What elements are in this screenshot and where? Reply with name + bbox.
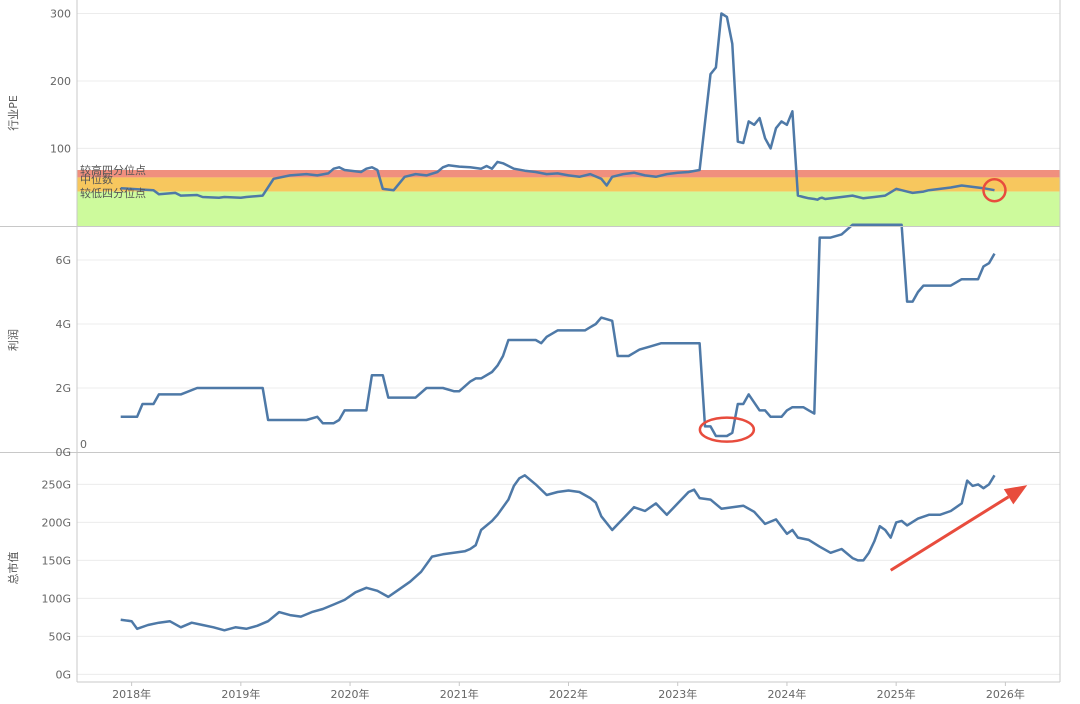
panel-3-y-tick-label: 150G (41, 554, 71, 567)
panel-1-band-label: 较高四分位点 (80, 163, 146, 177)
x-tick-label: 2020年 (331, 687, 370, 701)
x-tick-label: 2019年 (221, 687, 260, 701)
panel-3-y-tick-label: 250G (41, 478, 71, 491)
panel-2-series-line (120, 223, 996, 438)
panel-2-y-tick-label: 4G (55, 318, 71, 331)
panel-2-y-tick-label: 6G (55, 254, 71, 267)
panel-1-y-tick-label: 200 (50, 75, 71, 88)
line-layer (120, 12, 996, 632)
axis-layer (0, 0, 1061, 686)
x-tick-label: 2026年 (986, 687, 1025, 701)
panel-2-highlight-ellipse (698, 416, 756, 443)
panel-1-series-line (120, 12, 995, 201)
panel-3-y-tick-label: 100G (41, 592, 71, 605)
panel-1-band-label: 中位数 (80, 172, 113, 186)
panel-2-y-axis-title: 利润 (6, 329, 20, 351)
panel-1-y-tick-label: 100 (50, 142, 71, 155)
panel-2-zero-label: 0 (80, 438, 87, 451)
grid-layer (77, 12, 1060, 675)
x-tick-label: 2023年 (658, 687, 697, 701)
annotation-layer (698, 177, 1028, 572)
panel-3-y-axis-title: 总市值 (6, 552, 20, 585)
x-tick-label: 2021年 (440, 687, 479, 701)
panel-1-band-label: 较低四分位点 (80, 186, 146, 200)
panel-3-y-tick-label: 50G (48, 630, 71, 643)
x-tick-label: 2018年 (112, 687, 151, 701)
panel-3-y-tick-label: 0G (55, 668, 71, 681)
x-tick-label: 2022年 (549, 687, 588, 701)
panel-3-trend-arrow-shaft (889, 495, 1010, 572)
panel-3-y-tick-label: 200G (41, 516, 71, 529)
x-tick-label: 2025年 (877, 687, 916, 701)
band-layer (77, 170, 1060, 226)
panel-1-highlight-circle (982, 177, 1007, 203)
panel-1-y-tick-label: 300 (50, 7, 71, 20)
panel-2-y-tick-label: 2G (55, 382, 71, 395)
panel-1-y-axis-title: 行业PE (7, 95, 20, 131)
panel-3-series-line (120, 474, 996, 632)
x-tick-label: 2024年 (767, 687, 806, 701)
panel-2-y-tick-label: 0G (55, 446, 71, 459)
panel-1-band (77, 177, 1060, 192)
panel-1-band (77, 170, 1060, 178)
panel-3-trend-arrow-head (1003, 485, 1028, 505)
